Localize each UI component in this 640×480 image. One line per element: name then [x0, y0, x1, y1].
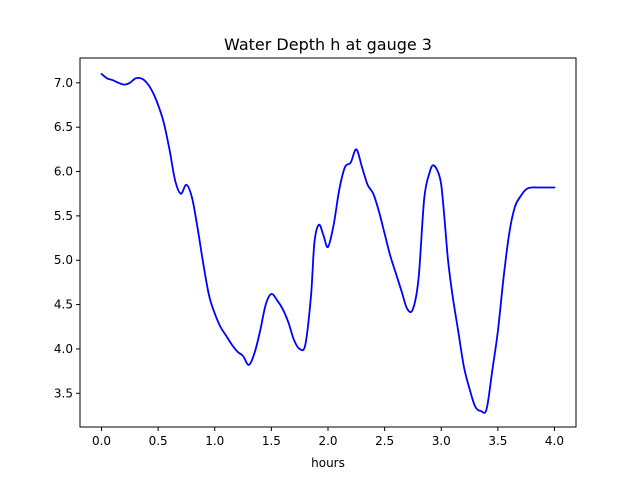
- x-tick-label: 1.5: [262, 434, 281, 448]
- y-tick-label: 5.0: [54, 253, 73, 267]
- chart-title: Water Depth h at gauge 3: [224, 35, 432, 54]
- y-axis: 3.5 4.0 4.5 5.0 5.5 6.0 6.5 7.0: [54, 76, 80, 400]
- plot-frame: [79, 57, 577, 428]
- y-tick-label: 3.5: [54, 386, 73, 400]
- x-tick-label: 0.5: [149, 434, 168, 448]
- x-tick-label: 2.0: [318, 434, 337, 448]
- y-tick-label: 4.0: [54, 342, 73, 356]
- plot-area: [79, 57, 577, 428]
- x-tick-label: 0.0: [92, 434, 111, 448]
- y-tick-label: 6.5: [54, 120, 73, 134]
- x-tick-label: 4.0: [545, 434, 564, 448]
- y-tick-label: 5.5: [54, 209, 73, 223]
- series-line: [100, 73, 556, 414]
- y-tick-label: 7.0: [54, 76, 73, 90]
- y-tick-label: 6.0: [54, 165, 73, 179]
- series-layer: [100, 73, 556, 414]
- x-tick-label: 3.5: [488, 434, 507, 448]
- x-axis-label: hours: [311, 456, 345, 470]
- x-tick-label: 1.0: [205, 434, 224, 448]
- x-tick-label: 2.5: [375, 434, 394, 448]
- x-tick-label: 3.0: [432, 434, 451, 448]
- y-tick-label: 4.5: [54, 298, 73, 312]
- x-axis: 0.0 0.5 1.0 1.5 2.0 2.5 3.0 3.5 4.0: [92, 427, 564, 448]
